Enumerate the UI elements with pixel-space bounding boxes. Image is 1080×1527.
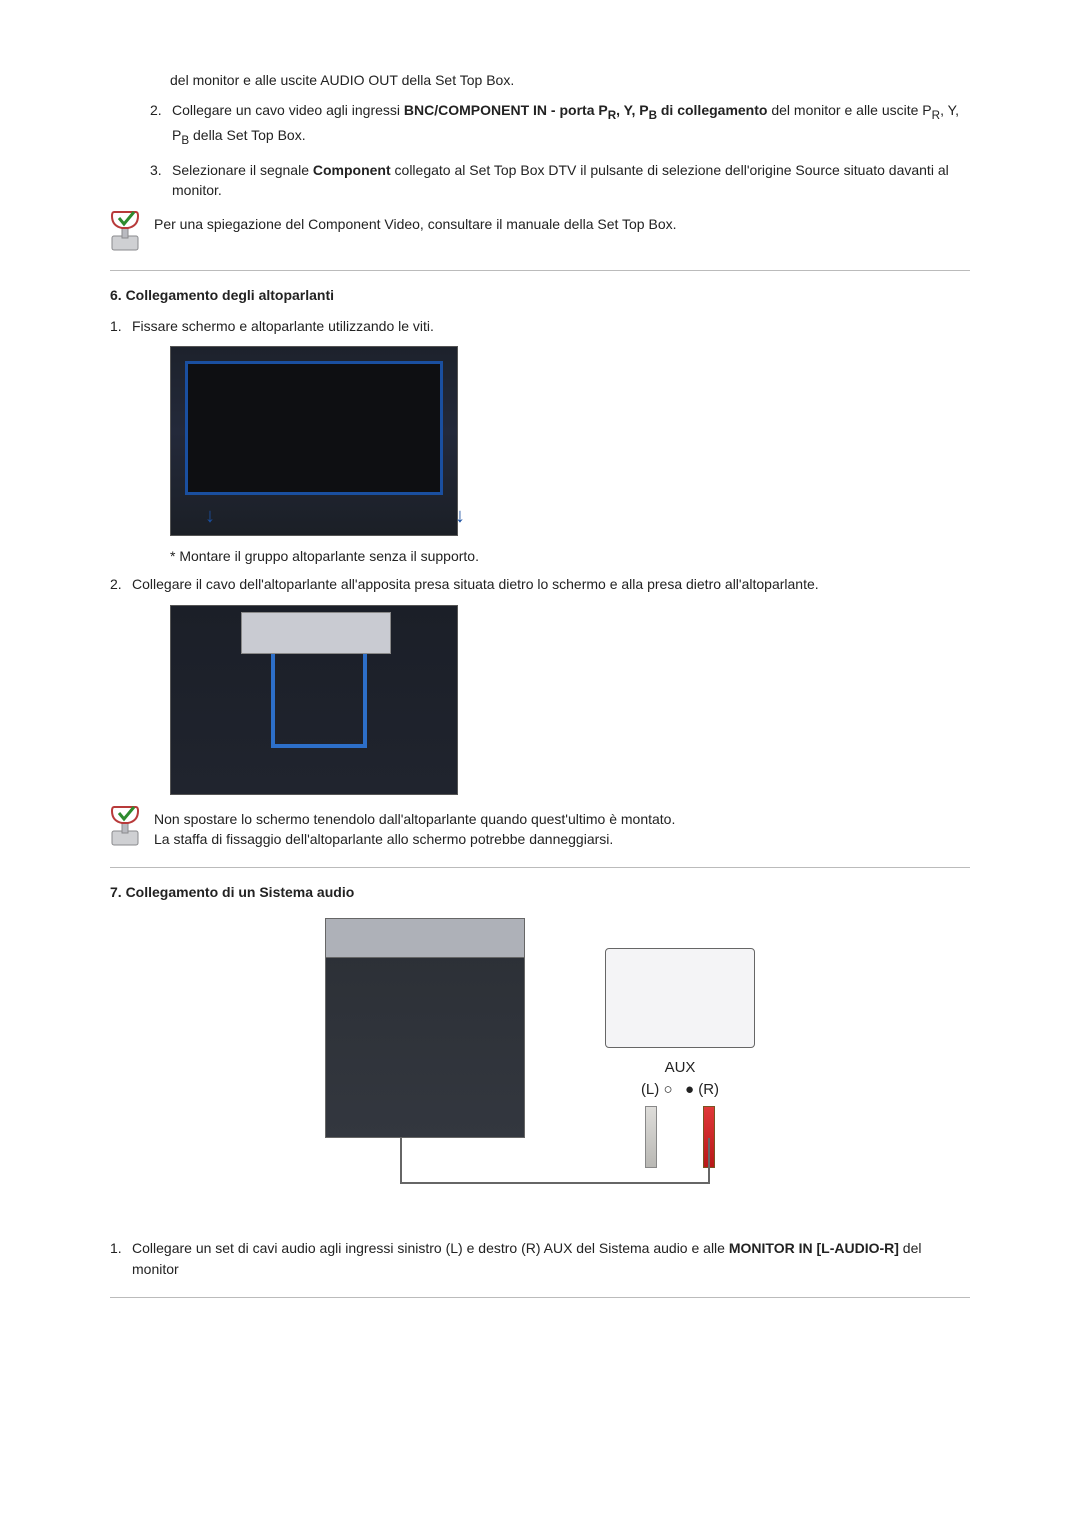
text-frag: della Set Top Box. — [189, 127, 305, 143]
text-frag: B — [649, 109, 657, 122]
text-frag: Component — [313, 162, 391, 178]
text-frag: R — [932, 109, 940, 122]
section-divider — [110, 867, 970, 868]
checkmark-icon — [110, 805, 140, 847]
text-frag: R — [608, 109, 616, 122]
list-number: 2. — [110, 574, 132, 594]
sec6-item-1: 1. Fissare schermo e altoparlante utiliz… — [110, 316, 970, 336]
figure-audio-system-wrap — [110, 912, 970, 1238]
sec6-item-1-text: Fissare schermo e altoparlante utilizzan… — [132, 316, 970, 336]
continuation-text: del monitor e alle uscite AUDIO OUT dell… — [170, 70, 970, 90]
figure-speaker-cable — [170, 605, 458, 795]
continuation-line: del monitor e alle uscite AUDIO OUT dell… — [170, 70, 970, 90]
intro-item-3: 3. Selezionare il segnale Component coll… — [150, 160, 970, 201]
note-line-2: La staffa di fissaggio dell'altoparlante… — [154, 829, 970, 849]
note-component-video: Per una spiegazione del Component Video,… — [110, 210, 970, 252]
sec6-item-2-text: Collegare il cavo dell'altoparlante all'… — [132, 574, 970, 594]
sec6-footnote: * Montare il gruppo altoparlante senza i… — [170, 546, 970, 566]
note-line-1: Non spostare lo schermo tenendolo dall'a… — [154, 809, 970, 829]
text-frag: BNC/COMPONENT IN - porta P — [404, 102, 608, 118]
checkmark-icon — [110, 210, 140, 252]
note-body: Non spostare lo schermo tenendolo dall'a… — [154, 805, 970, 850]
list-number: 3. — [150, 160, 172, 201]
text-frag: Collegare un set di cavi audio agli ingr… — [132, 1240, 729, 1256]
intro-item-2-text: Collegare un cavo video agli ingressi BN… — [172, 100, 970, 149]
section-6-heading: 6. Collegamento degli altoparlanti — [110, 285, 970, 305]
text-frag: Selezionare il segnale — [172, 162, 313, 178]
section-7-heading: 7. Collegamento di un Sistema audio — [110, 882, 970, 902]
figure-stereo-system — [605, 948, 755, 1048]
text-frag: Collegare un cavo video agli ingressi — [172, 102, 404, 118]
figure-monitor-back — [325, 918, 525, 1138]
text-frag: , Y, P — [616, 102, 648, 118]
sec7-item-1-text: Collegare un set di cavi audio agli ingr… — [132, 1238, 970, 1279]
list-number: 1. — [110, 316, 132, 336]
page-content: del monitor e alle uscite AUDIO OUT dell… — [110, 70, 970, 1298]
note-text: Per una spiegazione del Component Video,… — [154, 210, 970, 234]
figure-cable-line — [400, 1138, 710, 1184]
note-speaker-warning: Non spostare lo schermo tenendolo dall'a… — [110, 805, 970, 850]
list-number: 2. — [150, 100, 172, 149]
intro-block: del monitor e alle uscite AUDIO OUT dell… — [150, 70, 970, 200]
list-number: 1. — [110, 1238, 132, 1279]
sec7-item-1: 1. Collegare un set di cavi audio agli i… — [110, 1238, 970, 1279]
text-frag: del monitor e alle uscite P — [767, 102, 931, 118]
figure-speaker-mount — [170, 346, 458, 536]
text-frag: MONITOR IN [L-AUDIO-R] — [729, 1240, 899, 1256]
section-divider — [110, 270, 970, 271]
intro-item-2: 2. Collegare un cavo video agli ingressi… — [150, 100, 970, 149]
intro-item-3-text: Selezionare il segnale Component collega… — [172, 160, 970, 201]
section-divider — [110, 1297, 970, 1298]
figure-audio-system — [325, 918, 755, 1218]
sec6-item-2: 2. Collegare il cavo dell'altoparlante a… — [110, 574, 970, 594]
text-frag: di collegamento — [657, 102, 767, 118]
text-frag: B — [181, 134, 189, 147]
